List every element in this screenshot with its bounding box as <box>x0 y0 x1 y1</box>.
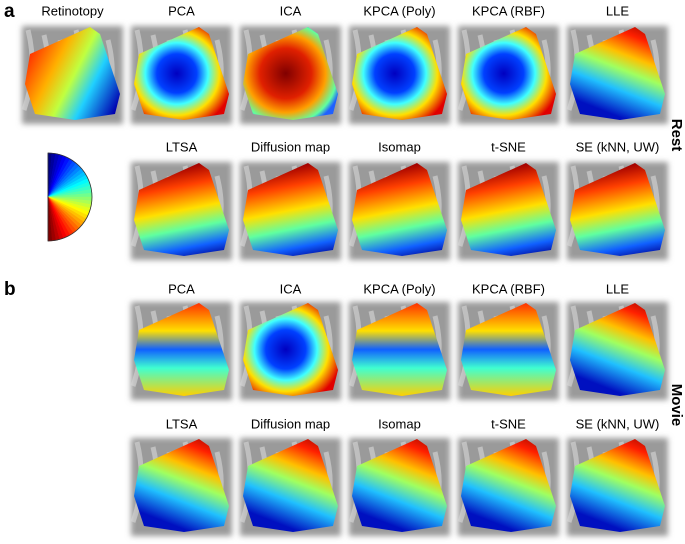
map-surface <box>352 27 447 120</box>
map-title: LLE <box>606 3 629 18</box>
map-surface <box>134 439 229 532</box>
map-surface <box>352 439 447 532</box>
map-surface <box>134 27 229 120</box>
map-title: Diffusion map <box>251 416 330 431</box>
brain-map <box>566 438 668 536</box>
map-surface <box>461 27 556 120</box>
map-title: SE (kNN, UW) <box>576 139 660 154</box>
map-surface <box>352 303 447 396</box>
map-title: KPCA (RBF) <box>472 3 545 18</box>
map-surface <box>570 163 665 256</box>
map-title: Isomap <box>378 139 421 154</box>
map-surface <box>570 27 665 120</box>
brain-map <box>348 162 450 260</box>
brain-map <box>130 26 232 124</box>
map-surface <box>243 439 338 532</box>
map-title: SE (kNN, UW) <box>576 416 660 431</box>
map-title: t-SNE <box>491 139 526 154</box>
map-title: LLE <box>606 281 629 296</box>
brain-map <box>566 162 668 260</box>
brain-map <box>239 438 341 536</box>
brain-map <box>239 162 341 260</box>
brain-map <box>566 302 668 400</box>
panel-label: a <box>4 1 15 22</box>
map-title: KPCA (Poly) <box>363 281 435 296</box>
map-title: Retinotopy <box>41 3 104 18</box>
condition-label: Movie <box>668 384 685 427</box>
condition-label: Rest <box>668 119 685 152</box>
map-surface <box>352 163 447 256</box>
brain-map <box>566 26 668 124</box>
panel-label: b <box>4 279 16 300</box>
map-title: ICA <box>280 3 302 18</box>
brain-map <box>457 26 559 124</box>
brain-map <box>21 26 123 124</box>
map-title: ICA <box>280 281 302 296</box>
map-title: KPCA (Poly) <box>363 3 435 18</box>
map-surface <box>134 303 229 396</box>
map-surface <box>461 303 556 396</box>
map-title: Isomap <box>378 416 421 431</box>
map-surface <box>461 439 556 532</box>
map-title: t-SNE <box>491 416 526 431</box>
map-surface <box>461 163 556 256</box>
brain-map <box>239 26 341 124</box>
map-surface <box>243 303 338 396</box>
map-title: KPCA (RBF) <box>472 281 545 296</box>
map-title: PCA <box>168 3 195 18</box>
map-surface <box>243 163 338 256</box>
wheel-outline <box>47 152 93 242</box>
brain-map <box>457 162 559 260</box>
brain-map <box>130 162 232 260</box>
brain-map <box>130 438 232 536</box>
map-surface <box>570 439 665 532</box>
map-surface <box>243 27 338 120</box>
map-title: LTSA <box>166 416 198 431</box>
map-surface <box>570 303 665 396</box>
brain-map <box>130 302 232 400</box>
brain-map <box>348 26 450 124</box>
map-title: LTSA <box>166 139 198 154</box>
map-surface <box>25 27 120 120</box>
map-title: PCA <box>168 281 195 296</box>
brain-map <box>348 302 450 400</box>
map-surface <box>134 163 229 256</box>
brain-map <box>457 438 559 536</box>
map-title: Diffusion map <box>251 139 330 154</box>
brain-map <box>348 438 450 536</box>
brain-map <box>239 302 341 400</box>
brain-map <box>457 302 559 400</box>
